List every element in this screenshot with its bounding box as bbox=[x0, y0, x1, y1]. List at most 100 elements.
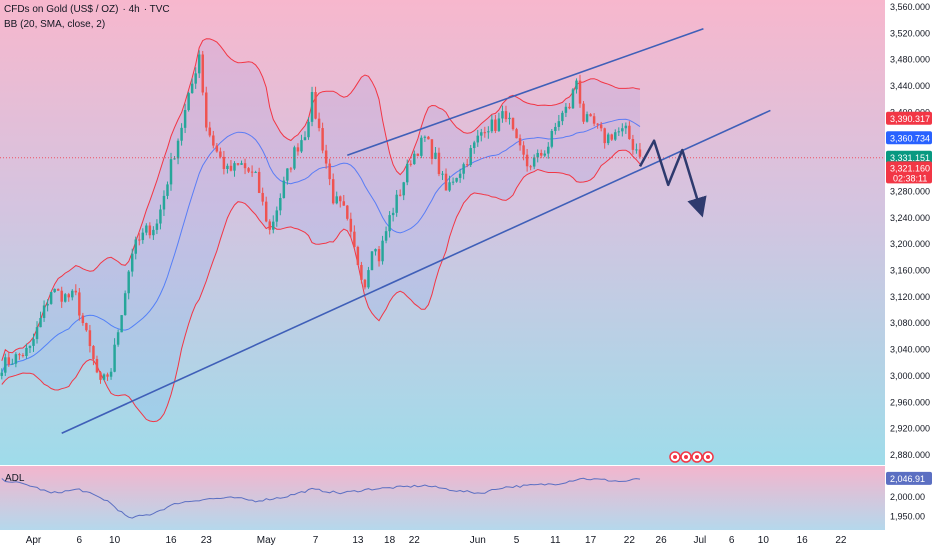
candle-body bbox=[123, 293, 127, 316]
candle-body bbox=[571, 89, 575, 109]
candle-body bbox=[487, 131, 490, 133]
y-tick-label: 3,560.000 bbox=[890, 2, 930, 12]
candle-body bbox=[0, 372, 3, 376]
candle-body bbox=[317, 118, 321, 129]
adl-label[interactable]: ADL bbox=[5, 473, 25, 484]
candle-body bbox=[381, 240, 384, 262]
candle-body bbox=[529, 166, 532, 168]
candle-body bbox=[339, 196, 342, 202]
candle-body bbox=[437, 152, 441, 175]
candle-body bbox=[427, 136, 430, 140]
y-tick-label: 3,080.000 bbox=[890, 318, 930, 328]
candle-body bbox=[603, 128, 606, 144]
candle-body bbox=[226, 165, 229, 169]
x-tick-label: May bbox=[257, 535, 276, 546]
event-marker-dot bbox=[706, 455, 710, 459]
candle-body bbox=[42, 305, 46, 318]
candle-body bbox=[159, 209, 162, 224]
y-tick-label: 2,960.000 bbox=[890, 397, 930, 407]
candle-body bbox=[374, 249, 377, 252]
candle-body bbox=[35, 327, 39, 340]
candle-body bbox=[39, 317, 42, 328]
candle-body bbox=[116, 332, 120, 345]
candle-body bbox=[71, 290, 74, 298]
candle-body bbox=[25, 347, 28, 357]
event-marker-dot bbox=[673, 455, 677, 459]
candle-body bbox=[384, 231, 388, 241]
x-tick-label: 17 bbox=[585, 535, 597, 546]
candle-body bbox=[550, 130, 554, 147]
candle-body bbox=[173, 158, 176, 160]
candle-body bbox=[300, 140, 303, 152]
price-tag-value: 3,360.734 bbox=[890, 133, 930, 143]
candle-body bbox=[254, 171, 257, 173]
candle-body bbox=[458, 173, 462, 178]
candle-body bbox=[388, 215, 391, 232]
candle-body bbox=[222, 156, 226, 169]
candle-body bbox=[575, 80, 578, 90]
timeframe[interactable]: 4h bbox=[128, 4, 140, 15]
candle-body bbox=[494, 119, 497, 131]
candle-body bbox=[547, 146, 550, 154]
candle-body bbox=[11, 363, 14, 365]
candle-body bbox=[138, 239, 141, 241]
legend-indicator[interactable]: BB (20, SMA, close, 2) bbox=[4, 19, 106, 30]
candle-body bbox=[423, 136, 427, 138]
candle-body bbox=[190, 83, 194, 94]
candle-body bbox=[370, 251, 374, 271]
candle-body bbox=[621, 128, 624, 132]
y-tick-label: 3,240.000 bbox=[890, 213, 930, 223]
candle-body bbox=[525, 154, 529, 167]
candle-body bbox=[349, 218, 353, 232]
candle-body bbox=[264, 201, 268, 222]
candle-body bbox=[518, 138, 522, 146]
candle-body bbox=[106, 374, 109, 377]
adl-tick-label: 1,950.00 bbox=[890, 511, 925, 521]
candle-body bbox=[243, 163, 247, 169]
y-tick-label: 3,200.000 bbox=[890, 239, 930, 249]
bb-lower-band bbox=[1, 149, 641, 423]
candle-body bbox=[624, 125, 628, 129]
candle-body bbox=[543, 153, 546, 156]
x-tick-label: 23 bbox=[201, 535, 213, 546]
candle-body bbox=[314, 92, 317, 119]
channel-line-upper bbox=[347, 27, 704, 156]
y-tick-label: 3,040.000 bbox=[890, 345, 930, 355]
candle-body bbox=[628, 125, 631, 140]
candle-body bbox=[441, 173, 444, 175]
x-tick-label: 7 bbox=[313, 535, 319, 546]
candle-body bbox=[92, 346, 95, 360]
candle-body bbox=[152, 229, 155, 236]
candle-body bbox=[335, 196, 338, 204]
candle-body bbox=[99, 372, 102, 380]
candle-body bbox=[14, 354, 18, 364]
candle-body bbox=[360, 265, 363, 280]
candle-body bbox=[342, 201, 346, 206]
candle-body bbox=[141, 232, 145, 241]
candle-body bbox=[261, 192, 264, 202]
y-tick-label: 2,880.000 bbox=[890, 450, 930, 460]
y-tick-label: 3,000.000 bbox=[890, 371, 930, 381]
countdown-timer: 02:38:11 bbox=[893, 173, 927, 183]
candle-body bbox=[409, 163, 413, 165]
candle-body bbox=[508, 117, 511, 120]
candle-body bbox=[257, 171, 261, 193]
candle-body bbox=[321, 128, 324, 151]
channel-line-lower bbox=[61, 109, 771, 434]
candle-body bbox=[585, 114, 589, 122]
candle-body bbox=[462, 164, 465, 174]
candle-body bbox=[568, 106, 571, 109]
candle-body bbox=[32, 339, 35, 346]
candle-body bbox=[247, 168, 250, 172]
candle-body bbox=[250, 171, 254, 173]
candle-body bbox=[81, 315, 85, 324]
symbol-name[interactable]: CFDs on Gold (US$ / OZ) bbox=[4, 4, 119, 15]
candle-body bbox=[606, 134, 610, 144]
candle-body bbox=[465, 164, 469, 166]
legend-symbol: CFDs on Gold (US$ / OZ) · 4h · TVC bbox=[4, 4, 170, 15]
candle-body bbox=[589, 114, 592, 117]
candle-body bbox=[356, 246, 360, 266]
y-tick-label: 3,120.000 bbox=[890, 292, 930, 302]
candle-body bbox=[102, 374, 106, 380]
